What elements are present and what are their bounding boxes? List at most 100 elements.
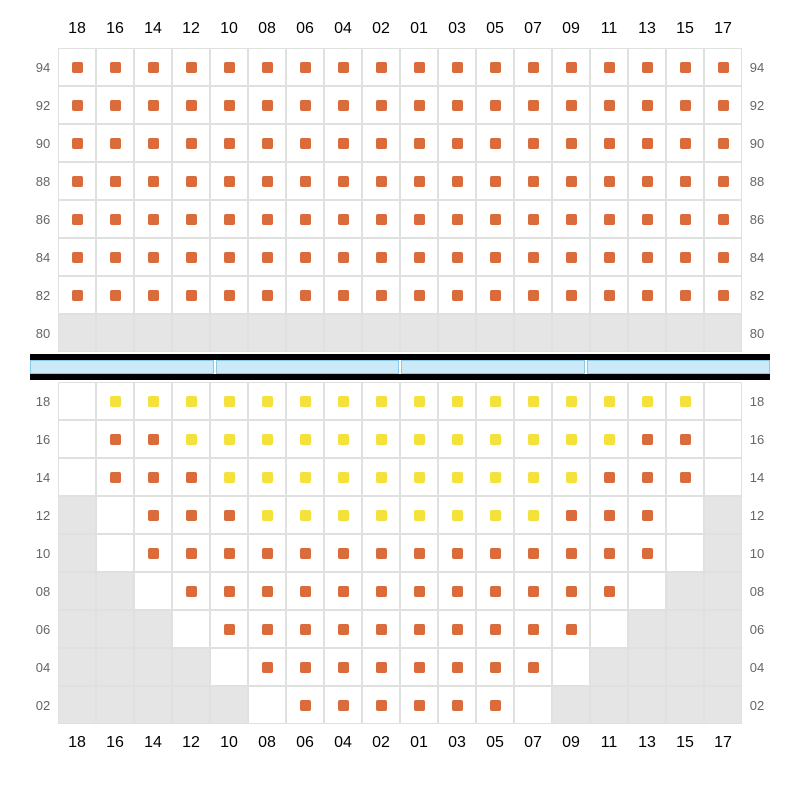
seat-cell[interactable]: [628, 162, 666, 200]
seat-cell[interactable]: [666, 162, 704, 200]
seat-cell[interactable]: [704, 48, 742, 86]
seat-cell[interactable]: [438, 458, 476, 496]
seat-cell[interactable]: [248, 48, 286, 86]
seat-cell[interactable]: [438, 496, 476, 534]
seat-cell[interactable]: [96, 276, 134, 314]
seat-cell[interactable]: [248, 86, 286, 124]
seat-cell[interactable]: [362, 238, 400, 276]
seat-cell[interactable]: [666, 382, 704, 420]
seat-cell[interactable]: [96, 382, 134, 420]
seat-cell[interactable]: [210, 382, 248, 420]
seat-cell[interactable]: [666, 48, 704, 86]
seat-cell[interactable]: [514, 238, 552, 276]
seat-cell[interactable]: [400, 276, 438, 314]
seat-cell[interactable]: [96, 48, 134, 86]
seat-cell[interactable]: [476, 382, 514, 420]
seat-cell[interactable]: [476, 48, 514, 86]
seat-cell[interactable]: [514, 86, 552, 124]
seat-cell[interactable]: [438, 48, 476, 86]
seat-cell[interactable]: [362, 648, 400, 686]
seat-cell[interactable]: [400, 610, 438, 648]
seat-cell[interactable]: [476, 276, 514, 314]
seat-cell[interactable]: [438, 610, 476, 648]
seat-cell[interactable]: [172, 124, 210, 162]
seat-cell[interactable]: [324, 276, 362, 314]
seat-cell[interactable]: [552, 124, 590, 162]
seat-cell[interactable]: [324, 458, 362, 496]
seat-cell[interactable]: [172, 162, 210, 200]
seat-cell[interactable]: [96, 458, 134, 496]
seat-cell[interactable]: [286, 48, 324, 86]
seat-cell[interactable]: [248, 162, 286, 200]
seat-cell[interactable]: [628, 420, 666, 458]
seat-cell[interactable]: [210, 124, 248, 162]
seat-cell[interactable]: [704, 124, 742, 162]
seat-cell[interactable]: [438, 420, 476, 458]
seat-cell[interactable]: [514, 382, 552, 420]
seat-cell[interactable]: [96, 124, 134, 162]
seat-cell[interactable]: [58, 124, 96, 162]
seat-cell[interactable]: [362, 496, 400, 534]
seat-cell[interactable]: [362, 382, 400, 420]
seat-cell[interactable]: [134, 420, 172, 458]
seat-cell[interactable]: [590, 572, 628, 610]
seat-cell[interactable]: [552, 534, 590, 572]
seat-cell[interactable]: [362, 572, 400, 610]
seat-cell[interactable]: [96, 420, 134, 458]
seat-cell[interactable]: [210, 572, 248, 610]
seat-cell[interactable]: [134, 48, 172, 86]
seat-cell[interactable]: [400, 686, 438, 724]
seat-cell[interactable]: [666, 420, 704, 458]
seat-cell[interactable]: [514, 648, 552, 686]
seat-cell[interactable]: [666, 458, 704, 496]
seat-cell[interactable]: [248, 496, 286, 534]
seat-cell[interactable]: [628, 124, 666, 162]
seat-cell[interactable]: [552, 200, 590, 238]
seat-cell[interactable]: [476, 420, 514, 458]
seat-cell[interactable]: [134, 496, 172, 534]
seat-cell[interactable]: [362, 162, 400, 200]
seat-cell[interactable]: [248, 200, 286, 238]
seat-cell[interactable]: [704, 238, 742, 276]
seat-cell[interactable]: [286, 648, 324, 686]
seat-cell[interactable]: [362, 200, 400, 238]
seat-cell[interactable]: [438, 648, 476, 686]
seat-cell[interactable]: [362, 86, 400, 124]
seat-cell[interactable]: [552, 238, 590, 276]
seat-cell[interactable]: [324, 124, 362, 162]
seat-cell[interactable]: [324, 648, 362, 686]
seat-cell[interactable]: [400, 124, 438, 162]
seat-cell[interactable]: [362, 124, 400, 162]
seat-cell[interactable]: [286, 86, 324, 124]
seat-cell[interactable]: [210, 162, 248, 200]
seat-cell[interactable]: [438, 686, 476, 724]
seat-cell[interactable]: [248, 572, 286, 610]
seat-cell[interactable]: [248, 420, 286, 458]
seat-cell[interactable]: [476, 534, 514, 572]
seat-cell[interactable]: [400, 648, 438, 686]
seat-cell[interactable]: [324, 572, 362, 610]
seat-cell[interactable]: [704, 162, 742, 200]
seat-cell[interactable]: [514, 276, 552, 314]
seat-cell[interactable]: [96, 86, 134, 124]
seat-cell[interactable]: [134, 382, 172, 420]
seat-cell[interactable]: [400, 48, 438, 86]
seat-cell[interactable]: [514, 162, 552, 200]
seat-cell[interactable]: [248, 610, 286, 648]
seat-cell[interactable]: [438, 200, 476, 238]
seat-cell[interactable]: [210, 496, 248, 534]
seat-cell[interactable]: [438, 276, 476, 314]
seat-cell[interactable]: [666, 86, 704, 124]
seat-cell[interactable]: [286, 686, 324, 724]
seat-cell[interactable]: [476, 496, 514, 534]
seat-cell[interactable]: [58, 162, 96, 200]
seat-cell[interactable]: [476, 162, 514, 200]
seat-cell[interactable]: [134, 458, 172, 496]
seat-cell[interactable]: [400, 238, 438, 276]
seat-cell[interactable]: [362, 276, 400, 314]
seat-cell[interactable]: [210, 48, 248, 86]
seat-cell[interactable]: [324, 496, 362, 534]
seat-cell[interactable]: [172, 534, 210, 572]
seat-cell[interactable]: [438, 534, 476, 572]
seat-cell[interactable]: [134, 200, 172, 238]
